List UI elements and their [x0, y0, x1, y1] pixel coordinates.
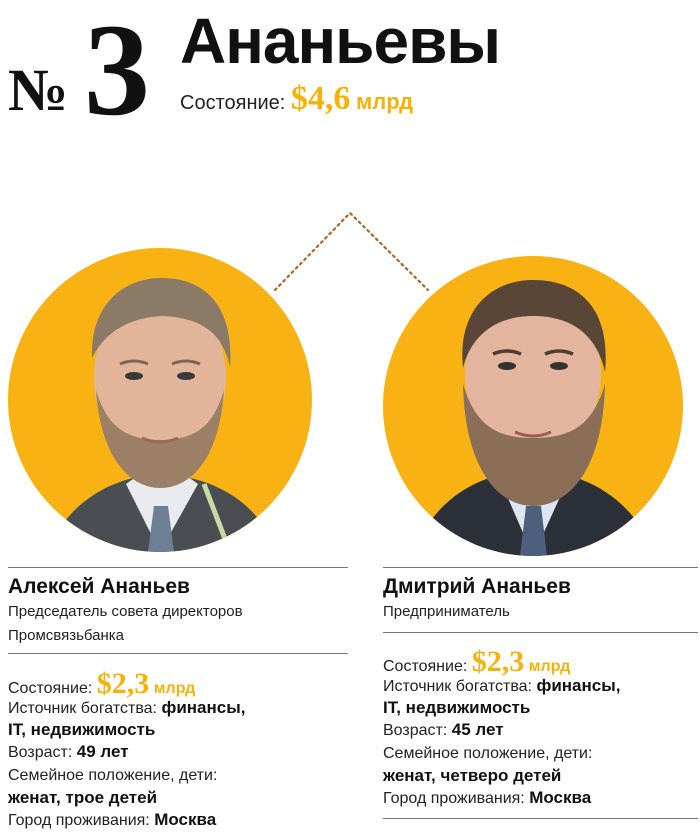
source-value: IT, недвижимость — [383, 698, 531, 717]
divider — [8, 653, 348, 654]
city-label: Город проживания: — [8, 812, 150, 829]
wealth-currency: $ — [471, 645, 487, 678]
family-row: женат, четверо детей — [383, 764, 561, 789]
age-label: Возраст: — [383, 722, 448, 739]
family-label: Семейное положение, дети: — [383, 745, 593, 762]
wealth-row: Состояние: $2,3 млрд — [383, 647, 571, 679]
wealth-unit: млрд — [153, 680, 196, 697]
divider — [383, 567, 698, 568]
divider — [383, 818, 698, 819]
wealth-label: Состояние: — [8, 680, 93, 697]
source-label: Источник богатства: — [383, 678, 532, 695]
role-line: Председатель совета директоров — [8, 603, 243, 620]
divider — [8, 567, 348, 568]
age-row: Возраст: 49 лет — [8, 740, 129, 765]
source-value: IT, недвижимость — [8, 720, 156, 739]
wealth-currency: $ — [96, 667, 112, 700]
source-row-cont: IT, недвижимость — [383, 696, 530, 721]
person-name: Дмитрий Ананьев — [383, 575, 571, 598]
age-value: 49 лет — [76, 742, 129, 761]
total-wealth-unit: млрд — [355, 89, 414, 114]
divider — [383, 632, 698, 633]
wealth-amount: 2,3 — [111, 667, 150, 700]
person-name: Алексей Ананьев — [8, 575, 190, 598]
source-label: Источник богатства: — [8, 700, 157, 717]
source-value: финансы, — [161, 698, 246, 717]
family-value: женат, четверо детей — [383, 766, 562, 785]
portrait-dmitry — [383, 256, 683, 556]
person-role: Председатель совета директоров Промсвязь… — [8, 600, 243, 648]
age-value: 45 лет — [451, 720, 504, 739]
total-wealth-amount: 4,6 — [307, 80, 351, 117]
wealth-row: Состояние: $2,3 млрд — [8, 669, 196, 701]
age-label: Возраст: — [8, 744, 73, 761]
wealth-amount: 2,3 — [486, 645, 525, 678]
wealth-unit: млрд — [528, 658, 571, 675]
city-value: Москва — [154, 810, 217, 829]
city-row: Город проживания: Москва — [383, 786, 591, 811]
person-role: Предприниматель — [383, 600, 510, 624]
source-value: финансы, — [536, 676, 621, 695]
city-value: Москва — [529, 788, 592, 807]
family-value: женат, трое детей — [8, 788, 158, 807]
rank-number: 3 — [84, 0, 150, 143]
city-row: Город проживания: Москва — [8, 808, 216, 833]
family-name: Ананьевы — [180, 5, 501, 77]
portrait-aleksey — [8, 248, 312, 552]
total-wealth: Состояние: $4,6 млрд — [180, 82, 413, 120]
city-label: Город проживания: — [383, 790, 525, 807]
family-label: Семейное положение, дети: — [8, 767, 218, 784]
family-row: женат, трое детей — [8, 786, 157, 811]
wealth-label: Состояние: — [383, 658, 468, 675]
total-wealth-label: Состояние: — [180, 92, 286, 114]
source-row: Источник богатства: финансы, — [8, 696, 245, 721]
rank-symbol: № — [8, 57, 68, 123]
role-line: Промсвязьбанка — [8, 627, 125, 644]
source-row-cont: IT, недвижимость — [8, 718, 155, 743]
age-row: Возраст: 45 лет — [383, 718, 504, 743]
role-line: Предприниматель — [383, 603, 510, 620]
source-row: Источник богатства: финансы, — [383, 674, 620, 699]
total-wealth-currency: $ — [290, 80, 308, 117]
